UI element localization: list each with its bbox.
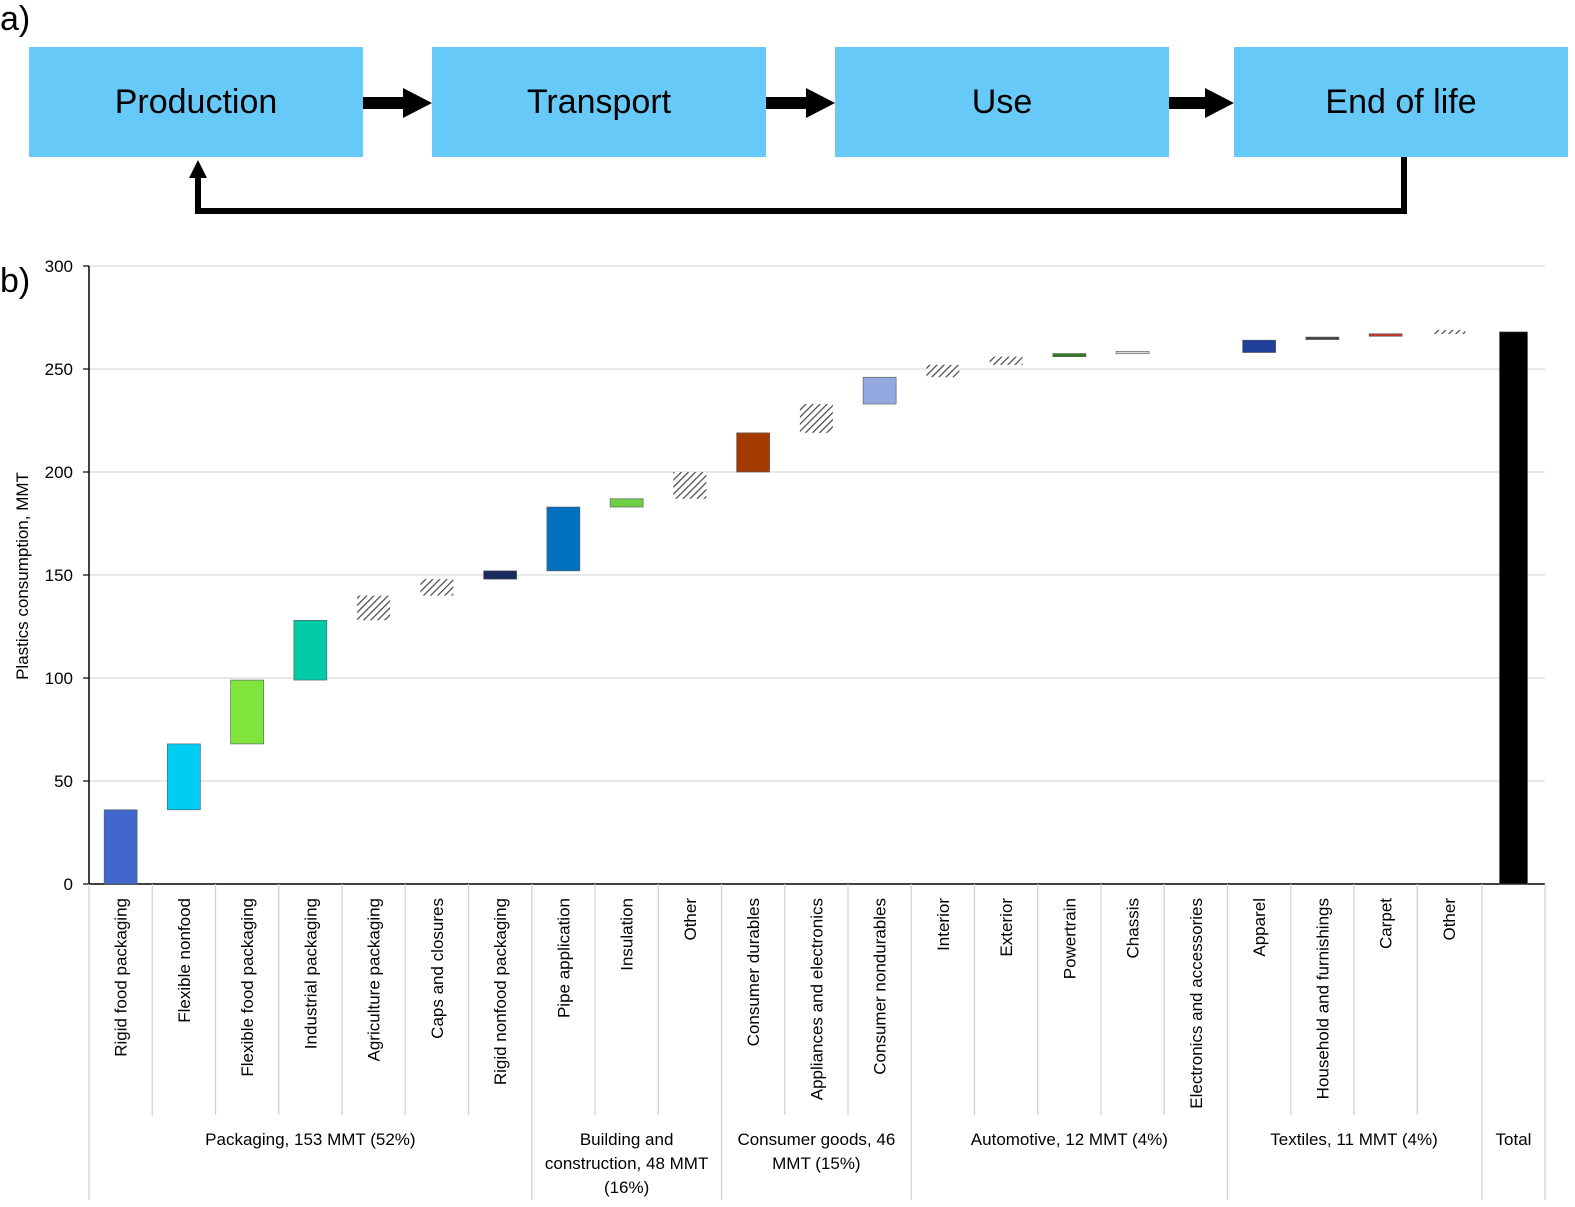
bar-interior [926,364,960,378]
category-label: Household and furnishings [1313,898,1332,1099]
y-tick-label: 100 [45,669,73,688]
category-label: Rigid nonfood packaging [491,898,510,1085]
bar-other [673,472,707,499]
category-label: Electronics and accessories [1187,898,1206,1109]
bar-pipe-application [546,506,581,572]
stage-transport: Transport [432,47,766,157]
bar-other [1432,329,1466,334]
y-axis-title: Plastics consumption, MMT [13,472,32,680]
group-label: Automotive, 12 MMT (4%) [971,1130,1168,1149]
bar-exterior [989,356,1023,365]
category-label: Other [681,898,700,941]
bar-agriculture-packaging [357,595,391,621]
category-label: Industrial packaging [301,898,320,1049]
arrow-use-to-end-of-life [1169,88,1234,118]
stage-use: Use [835,47,1169,157]
category-label: Consumer durables [744,898,763,1046]
bar-consumer-durables [736,432,770,473]
bar-flexible-food-packaging [230,679,264,745]
arrow-end-of-life-to-production [189,157,1407,214]
bar-appliances-and-electronics [799,404,833,433]
bar-apparel [1242,339,1276,353]
bar-rigid-nonfood-packaging [483,570,517,580]
category-label: Flexible food packaging [238,898,257,1077]
bar-rigid-food-packaging [103,809,138,885]
category-label: Caps and closures [428,898,447,1039]
category-label: Agriculture packaging [365,898,384,1061]
stage-production: Production [29,47,363,157]
category-label: Powertrain [1060,898,1079,979]
group-label: Textiles, 11 MMT (4%) [1270,1130,1438,1149]
stage-end-of-life: End of life [1234,47,1568,157]
category-label: Pipe application [554,898,573,1018]
y-tick-label: 250 [45,360,73,379]
category-label: Consumer nondurables [871,898,890,1075]
bar-industrial-packaging [293,620,328,681]
category-label: Insulation [618,898,637,971]
y-tick-label: 150 [45,566,73,585]
category-label: Carpet [1377,898,1396,949]
category-label: Rigid food packaging [112,898,131,1057]
bar-powertrain [1052,353,1087,357]
group-label: Packaging, 153 MMT (52%) [205,1130,415,1149]
y-tick-label: 300 [45,257,73,276]
y-tick-label: 200 [45,463,73,482]
category-label: Flexible nonfood [175,898,194,1023]
group-label: Consumer goods, 46 MMT (15%) [737,1130,895,1173]
bar-consumer-nondurables [862,376,897,405]
arrow-transport-to-use [766,88,835,118]
group-label: Total [1496,1130,1532,1149]
bar-flexible-nonfood [167,743,201,811]
bar-total [1499,331,1528,885]
category-label: Chassis [1124,898,1143,958]
bar-household-and-furnishings [1305,336,1340,340]
category-label: Other [1440,898,1459,941]
category-label: Interior [934,898,953,951]
bar-carpet [1368,333,1403,337]
panel-b-label: b) [0,262,31,300]
arrow-production-to-transport [363,88,432,118]
category-label: Exterior [997,898,1016,957]
flow-diagram-arrows [189,88,1407,214]
bar-caps-and-closures [420,579,454,596]
y-tick-label: 0 [64,875,73,894]
y-tick-label: 50 [54,772,73,791]
bar-chassis [1115,350,1150,355]
category-label: Apparel [1250,898,1269,957]
panel-a-label: a) [0,0,31,38]
category-label: Appliances and electronics [807,898,826,1100]
group-label: Building and construction, 48 MMT (16%) [545,1130,708,1197]
bar-insulation [609,498,644,508]
